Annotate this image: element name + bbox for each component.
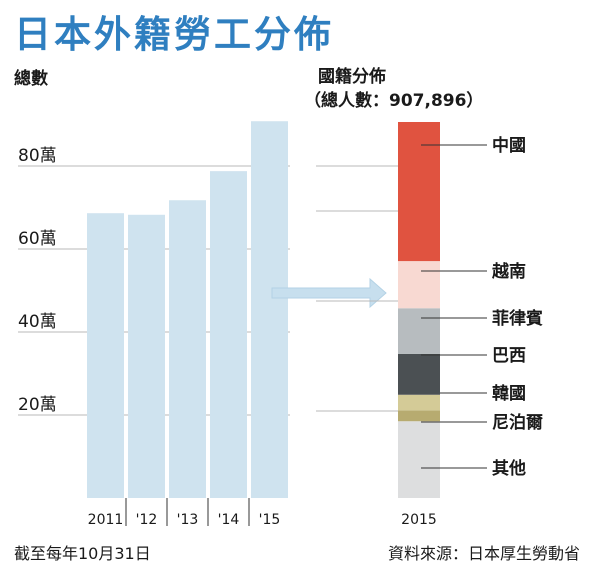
footer-note: 截至每年10月31日 [14,544,151,563]
stack-segment [398,261,440,309]
left-chart-ylabel: 總數 [14,69,48,89]
bar [210,171,247,498]
segment-label: 菲律賓 [492,308,543,329]
chart-title: 日本外籍勞工分佈 [14,13,334,56]
x-tick-label: '12 [136,512,158,528]
y-tick-label: 60萬 [18,229,57,249]
x-tick-label: 2011 [88,512,124,528]
stack-segment [398,410,440,422]
bar [128,214,165,498]
segment-label: 其他 [492,458,526,479]
right-chart-subtitle: （總人數：907,896） [304,91,484,111]
stack-segment [398,394,440,411]
bar [251,121,288,499]
arrow-connector [271,277,387,309]
x-tick-label: '15 [259,512,281,528]
stack-segment [398,122,440,262]
bar [87,213,124,498]
x-tick-label: '13 [177,512,199,528]
right-x-tick-label: 2015 [401,512,437,528]
stack-segment [398,308,440,354]
y-tick-label: 40萬 [18,312,57,332]
segment-label: 越南 [491,261,526,282]
stack-segment [398,421,440,498]
y-tick-label: 20萬 [18,395,57,415]
right-chart-title: 國籍分佈 [318,67,386,87]
segment-label: 中國 [492,135,526,156]
y-tick-label: 80萬 [18,146,57,166]
stack-segment [398,353,440,395]
bar [169,200,206,498]
segment-label: 尼泊爾 [492,413,543,433]
x-tick-label: '14 [218,512,240,528]
footer-source: 資料來源：日本厚生勞動省 [388,544,581,563]
segment-label: 韓國 [492,383,526,404]
segment-label: 巴西 [492,346,526,366]
